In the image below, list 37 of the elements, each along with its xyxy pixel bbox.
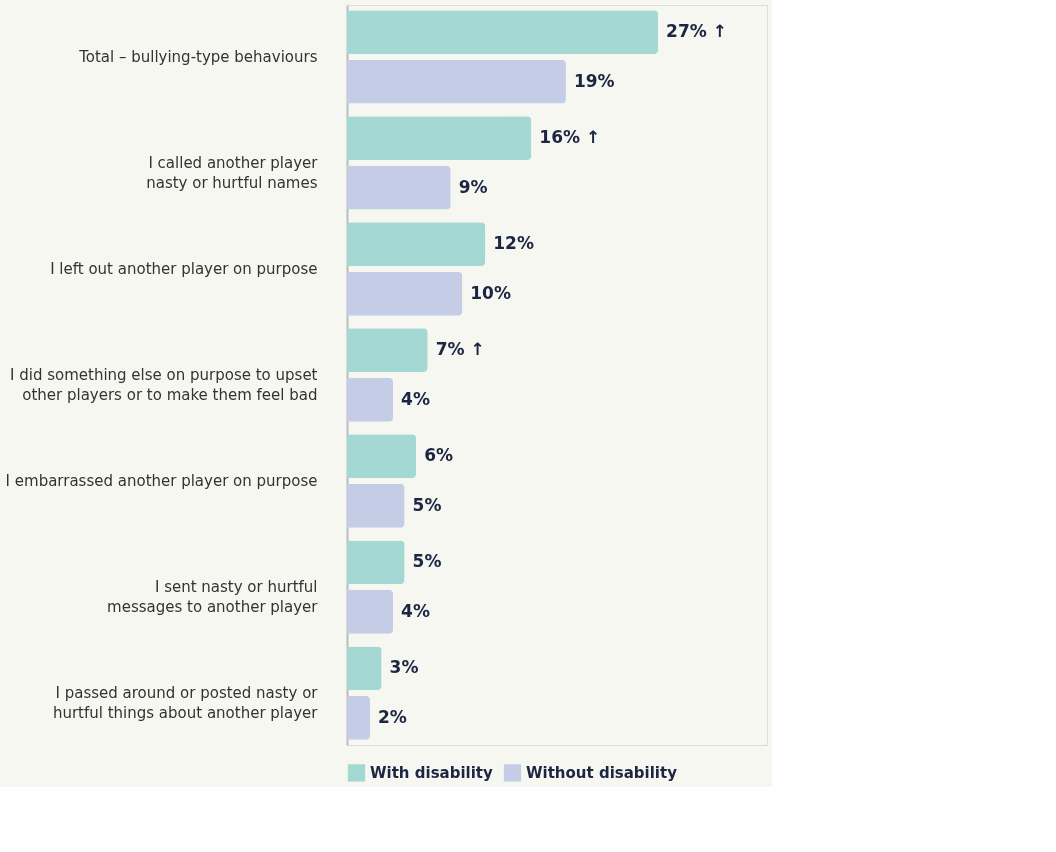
data-label: 5%: [412, 494, 442, 515]
legend-label: With disability: [370, 763, 494, 782]
y-tick-label: I left out another player on purpose: [50, 259, 318, 278]
data-label: 12%: [493, 233, 534, 254]
data-label: 3%: [389, 657, 419, 678]
legend-label: Without disability: [526, 763, 678, 782]
data-label: 19%: [573, 70, 615, 91]
bar: [347, 377, 394, 422]
data-label: 5%: [412, 551, 442, 572]
data-label: 6%: [424, 445, 454, 466]
bar: [347, 116, 532, 160]
bar: [347, 59, 566, 104]
bar: [347, 10, 659, 54]
bar: [347, 646, 382, 691]
y-tick-label: I sent nasty or hurtful messages to another player: [107, 578, 319, 617]
data-label: 10%: [470, 282, 511, 303]
bar: [347, 540, 405, 585]
data-label: 4%: [401, 600, 430, 621]
data-label: 27% ↑: [666, 21, 727, 42]
y-tick-label: I passed around or posted nasty or hurtful things about another player: [52, 684, 319, 723]
y-tick-label: I embarrassed another player on purpose: [5, 472, 318, 491]
y-tick-label: Total – bullying-type behaviours: [78, 47, 318, 66]
data-label: 2%: [378, 706, 407, 727]
bar: [347, 483, 405, 528]
data-label: 9%: [458, 176, 488, 197]
y-tick-label: I called another player nasty or hurtful names: [146, 153, 319, 192]
bar: [347, 590, 394, 634]
bar: [347, 271, 463, 316]
bar: [347, 696, 371, 740]
bar: [347, 222, 486, 267]
y-tick-label: I did something else on purpose to upset other players or to make them feel bad: [10, 366, 318, 404]
data-label: 7% ↑: [435, 339, 485, 360]
bar: [347, 434, 417, 479]
bar: [347, 328, 428, 373]
data-label: 16% ↑: [539, 127, 601, 148]
bar: [347, 165, 451, 210]
data-label: 4%: [401, 388, 430, 409]
